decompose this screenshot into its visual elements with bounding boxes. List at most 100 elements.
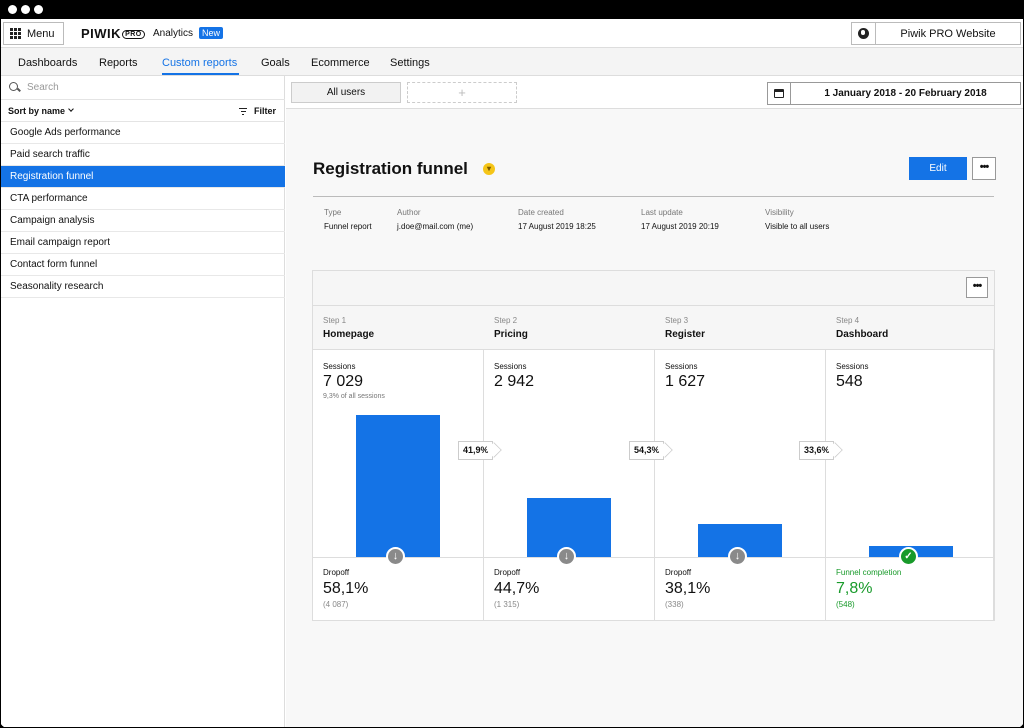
calendar-icon bbox=[774, 89, 784, 98]
menu-button[interactable]: Menu bbox=[3, 22, 64, 45]
main-nav: Dashboards Reports Custom reports Goals … bbox=[1, 48, 1023, 76]
completion-label: Funnel completion bbox=[836, 568, 902, 577]
date-range-label: 1 January 2018 - 20 February 2018 bbox=[824, 88, 987, 99]
conversion-rate-tag: 41,9% bbox=[458, 441, 493, 460]
meta-visibility: Visibility Visible to all users bbox=[765, 208, 829, 231]
meta-label: Author bbox=[397, 208, 421, 217]
window-close-dot[interactable] bbox=[8, 5, 17, 14]
sessions-label: Sessions bbox=[836, 362, 869, 371]
analytics-app: Menu PIWIK PRO Analytics New Piwik PRO We… bbox=[1, 19, 1023, 727]
conversion-rate-tag: 54,3% bbox=[629, 441, 664, 460]
arrow-down-icon: ↓ bbox=[728, 547, 747, 566]
sessions-value: 7 029 bbox=[323, 373, 364, 390]
step-header: Step 3 Register bbox=[655, 306, 826, 350]
report-item[interactable]: Paid search traffic bbox=[1, 144, 285, 166]
dropoff-value: 44,7% bbox=[494, 580, 540, 597]
report-item[interactable]: Google Ads performance bbox=[1, 122, 285, 144]
dropoff-label: Dropoff bbox=[494, 568, 521, 577]
website-selector[interactable]: Piwik PRO Website bbox=[851, 22, 1021, 45]
dropoff-count: (4 087) bbox=[323, 600, 349, 609]
edit-button[interactable]: Edit bbox=[909, 157, 967, 180]
meta-value: Visible to all users bbox=[765, 222, 830, 231]
sort-row: Sort by name Filter bbox=[1, 100, 285, 122]
nav-ecommerce[interactable]: Ecommerce bbox=[311, 57, 370, 69]
dropoff-value: 38,1% bbox=[665, 580, 711, 597]
arrow-down-icon: ↓ bbox=[557, 547, 576, 566]
globe-icon-box bbox=[852, 23, 876, 44]
funnel-step-2: Step 2 Pricing Sessions 2 942 ↓ Dropoff … bbox=[484, 306, 655, 621]
nav-dashboards[interactable]: Dashboards bbox=[18, 57, 78, 69]
step-name: Pricing bbox=[494, 329, 528, 340]
segment-bar: All users + 1 January 2018 - 20 February… bbox=[286, 76, 1023, 109]
dropoff-label: Dropoff bbox=[665, 568, 692, 577]
funnel-card: ••• Step 1 Homepage Sessions 7 029 9,3% … bbox=[312, 270, 995, 621]
nav-goals[interactable]: Goals bbox=[261, 57, 290, 69]
nav-custom-reports[interactable]: Custom reports bbox=[162, 57, 238, 69]
sessions-bar[interactable] bbox=[356, 415, 440, 557]
dropoff-value: 58,1% bbox=[323, 580, 369, 597]
filter-icon[interactable] bbox=[239, 108, 247, 115]
add-segment-button[interactable]: + bbox=[407, 82, 517, 103]
sort-dropdown[interactable]: Sort by name bbox=[8, 106, 66, 116]
sessions-share: 9,3% of all sessions bbox=[323, 393, 385, 400]
sessions-value: 2 942 bbox=[494, 373, 535, 390]
logo-text: PIWIK bbox=[81, 26, 122, 41]
page-title: Registration funnel bbox=[313, 159, 468, 178]
segment-button[interactable]: All users bbox=[291, 82, 401, 103]
date-range-picker[interactable]: 1 January 2018 - 20 February 2018 bbox=[767, 82, 1021, 105]
report-item[interactable]: Campaign analysis bbox=[1, 210, 285, 232]
chevron-down-icon[interactable] bbox=[68, 106, 74, 112]
nav-reports[interactable]: Reports bbox=[99, 57, 138, 69]
menu-label: Menu bbox=[27, 27, 55, 40]
dropoff-count: (1 315) bbox=[494, 600, 520, 609]
calendar-icon-box bbox=[768, 83, 791, 104]
funnel-more-button[interactable]: ••• bbox=[966, 277, 988, 298]
logo-pro-badge: PRO bbox=[122, 30, 145, 39]
window-maximize-dot[interactable] bbox=[34, 5, 43, 14]
dropoff-count: (338) bbox=[665, 600, 684, 609]
more-options-button[interactable]: ••• bbox=[972, 157, 996, 180]
step-number: Step 1 bbox=[323, 316, 347, 325]
step-header: Step 1 Homepage bbox=[313, 306, 484, 350]
completion-count: (548) bbox=[836, 600, 855, 609]
step-header: Step 2 Pricing bbox=[484, 306, 655, 350]
report-item[interactable]: Contact form funnel bbox=[1, 254, 285, 276]
search-input[interactable] bbox=[27, 82, 227, 93]
dropoff-label: Dropoff bbox=[323, 568, 350, 577]
report-main: All users + 1 January 2018 - 20 February… bbox=[286, 76, 1023, 727]
step-number: Step 2 bbox=[494, 316, 518, 325]
filter-button[interactable]: Filter bbox=[254, 106, 277, 116]
sessions-value: 548 bbox=[836, 373, 863, 390]
meta-last-update: Last update 17 August 2019 20:19 bbox=[641, 208, 719, 231]
sessions-value: 1 627 bbox=[665, 373, 706, 390]
conversion-rate-tag: 33,6% bbox=[799, 441, 834, 460]
funnel-step-3: Step 3 Register Sessions 1 627 ↓ Dropoff… bbox=[655, 306, 826, 621]
top-header: Menu PIWIK PRO Analytics New Piwik PRO We… bbox=[1, 19, 1023, 48]
report-list: Google Ads performance Paid search traff… bbox=[1, 122, 285, 298]
meta-label: Last update bbox=[641, 208, 683, 217]
step-name: Homepage bbox=[323, 329, 375, 340]
report-item[interactable]: CTA performance bbox=[1, 188, 285, 210]
meta-value: 17 August 2019 18:25 bbox=[518, 222, 596, 231]
window-minimize-dot[interactable] bbox=[21, 5, 30, 14]
nav-active-indicator bbox=[162, 73, 239, 75]
report-item-selected[interactable]: Registration funnel bbox=[1, 166, 285, 188]
nav-settings[interactable]: Settings bbox=[390, 57, 430, 69]
meta-value: Funnel report bbox=[324, 222, 372, 231]
report-item[interactable]: Email campaign report bbox=[1, 232, 285, 254]
meta-type: Type Funnel report bbox=[324, 208, 372, 231]
step-name: Dashboard bbox=[836, 329, 889, 340]
website-label: Piwik PRO Website bbox=[900, 27, 996, 40]
info-icon[interactable]: ▾ bbox=[483, 163, 495, 175]
report-item[interactable]: Seasonality research bbox=[1, 276, 285, 298]
arrow-down-icon: ↓ bbox=[386, 547, 405, 566]
window-titlebar bbox=[0, 0, 1024, 19]
meta-label: Date created bbox=[518, 208, 564, 217]
completion-value: 7,8% bbox=[836, 580, 873, 597]
meta-value: 17 August 2019 20:19 bbox=[641, 222, 719, 231]
step-number: Step 3 bbox=[665, 316, 689, 325]
funnel-step-4: Step 4 Dashboard Sessions 548 ✓ Funnel c… bbox=[826, 306, 994, 621]
meta-label: Visibility bbox=[765, 208, 794, 217]
globe-icon bbox=[858, 28, 869, 39]
